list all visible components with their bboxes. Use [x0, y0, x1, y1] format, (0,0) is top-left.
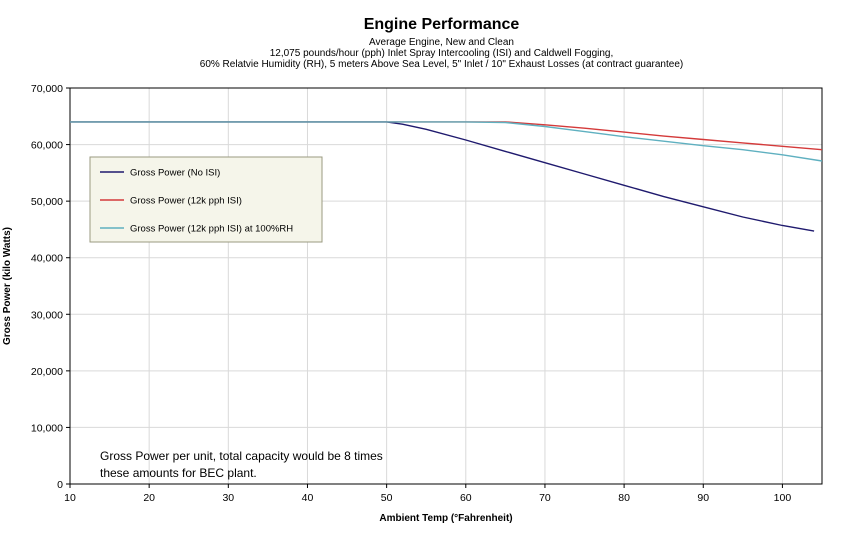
y-tick-label: 50,000: [31, 196, 63, 208]
legend-label: Gross Power (12k pph ISI): [130, 196, 242, 207]
x-tick-label: 100: [774, 492, 792, 504]
y-axis-ticks: 0 10,000 20,000 30,000 40,000 50,000 60,000 70,…: [31, 83, 70, 491]
x-tick-label: 10: [64, 492, 76, 504]
x-axis-title: Ambient Temp (°Fahrenheit): [379, 513, 512, 524]
x-tick-label: 40: [302, 492, 314, 504]
chart-title: Engine Performance: [363, 16, 520, 33]
x-tick-label: 50: [381, 492, 393, 504]
chart-subtitle-line-3: 60% Relatvie Humidity (RH), 5 meters Abo…: [199, 59, 684, 70]
series-line-2: [70, 121, 823, 151]
y-tick-label: 0: [57, 479, 63, 491]
y-tick-label: 20,000: [31, 366, 63, 378]
chart-subtitle-line-1: Average Engine, New and Clean: [369, 37, 514, 48]
x-tick-label: 70: [539, 492, 551, 504]
x-tick-label: 90: [697, 492, 709, 504]
chart-annotation: Gross Power per unit, total capacity wou…: [100, 449, 383, 480]
y-tick-label: 60,000: [31, 140, 63, 152]
legend-label: Gross Power (12k pph ISI) at 100%RH: [130, 224, 293, 235]
y-tick-label: 40,000: [31, 253, 63, 265]
chart-subtitle-line-2: 12,075 pounds/hour (pph) Inlet Spray Int…: [269, 48, 614, 59]
x-axis-ticks: 10 20 30 40 50 60 70 80 90 100: [64, 484, 791, 504]
series-lines: [70, 121, 823, 232]
x-tick-label: 30: [222, 492, 234, 504]
legend-label: Gross Power (No ISI): [130, 168, 220, 179]
y-tick-label: 10,000: [31, 422, 63, 434]
x-tick-label: 20: [143, 492, 155, 504]
x-tick-label: 80: [618, 492, 630, 504]
series-line-3: [70, 121, 823, 162]
legend-box: [89, 156, 323, 243]
y-tick-label: 30,000: [31, 309, 63, 321]
y-tick-label: 70,000: [31, 83, 63, 95]
y-axis-title: Gross Power (kilo Watts): [2, 227, 13, 345]
plot-frame: [69, 87, 823, 485]
x-tick-label: 60: [460, 492, 472, 504]
legend: Gross Power (No ISI) Gross Power (12k pph…: [89, 156, 323, 243]
gridlines: [69, 87, 822, 485]
